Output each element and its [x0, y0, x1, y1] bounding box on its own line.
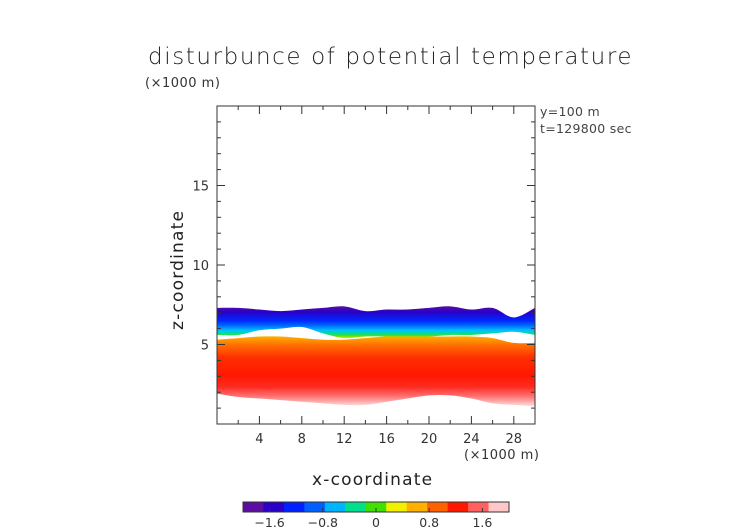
colorbar-segment: [447, 502, 469, 512]
contour-field: [217, 306, 535, 407]
colorbar-segment: [427, 502, 449, 512]
colorbar-tick-label: −1.6: [254, 515, 284, 530]
x-axis-label: x-coordinate: [312, 470, 434, 490]
annotation-time: t=129800 sec: [540, 121, 632, 136]
plot-frame: 4 8 12 16 20 24 28 5 10 15: [192, 105, 536, 447]
colorbar-tick-label: 0: [372, 515, 380, 530]
x-tick-label: 16: [378, 432, 395, 447]
x-tick-label: 28: [506, 432, 523, 447]
colorbar-segment: [468, 502, 490, 512]
x-tick-label: 20: [421, 432, 438, 447]
y-tick-label: 15: [192, 180, 209, 195]
cold-anomaly-region: [217, 306, 535, 339]
colorbar-segment: [488, 502, 510, 512]
colorbar-tick-label: 0.8: [419, 515, 439, 530]
colorbar-segment: [263, 502, 285, 512]
y-unit-label: (×1000 m): [145, 76, 221, 91]
warm-anomaly-region: [217, 336, 535, 407]
colorbar-segment: [406, 502, 428, 512]
y-tick-label: 10: [192, 259, 209, 274]
colorbar-segment: [386, 502, 408, 512]
colorbar-segment: [304, 502, 326, 512]
colorbar-tick-label: 1.6: [472, 515, 492, 530]
chart-title: disturbunce of potential temperature: [148, 44, 634, 70]
x-tick-label: 8: [298, 432, 306, 447]
annotation-y: y=100 m: [540, 104, 600, 119]
colorbar-segment: [324, 502, 346, 512]
colorbar-segment: [365, 502, 387, 512]
colorbar: −1.6 −0.8 0 0.8 1.6: [242, 501, 510, 530]
colorbar-tick-label: −0.8: [308, 515, 338, 530]
x-tick-label: 4: [255, 432, 263, 447]
colorbar-segment: [345, 502, 367, 512]
colorbar-segment: [283, 502, 305, 512]
x-tick-label: 12: [336, 432, 353, 447]
x-tick-label: 24: [463, 432, 480, 447]
y-tick-label: 5: [201, 339, 209, 354]
x-unit-label: (×1000 m): [464, 448, 540, 463]
colorbar-segment: [243, 502, 264, 512]
